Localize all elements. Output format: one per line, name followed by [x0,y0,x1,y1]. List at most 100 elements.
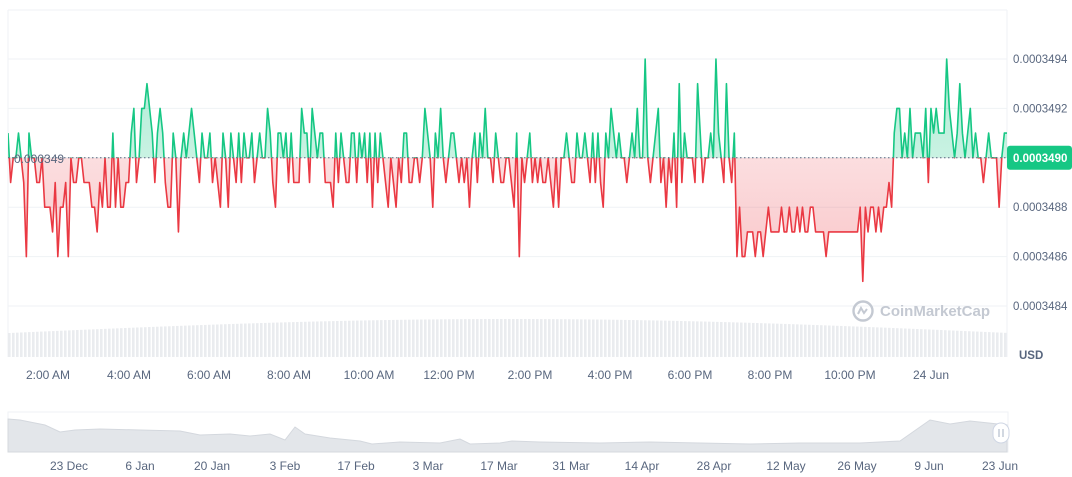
volume-bar [772,323,775,357]
volume-bar [836,325,839,357]
volume-bar [136,327,139,357]
price-area-below [9,157,1002,282]
x-tick-label: 4:00 AM [107,368,151,382]
volume-bar [696,321,699,357]
volume-bar [248,323,251,357]
range-tick-label: 23 Dec [50,459,88,473]
volume-bar [480,319,483,357]
volume-bar [760,323,763,357]
volume-bar [488,319,491,357]
volume-bar [264,322,267,357]
currency-label: USD [1019,350,1043,362]
volume-bar [180,325,183,357]
volume-bar [796,324,799,357]
volume-bar [952,330,955,357]
volume-bar [608,319,611,357]
volume-bar [296,321,299,357]
volume-bar [552,319,555,357]
volume-bar [888,327,891,357]
volume-bar [12,332,15,357]
volume-bar [368,320,371,357]
volume-bar [688,321,691,357]
volume-bar [684,321,687,357]
volume-bar [848,326,851,357]
volume-bar [108,328,111,357]
volume-bar [904,328,907,357]
volume-bar [240,323,243,357]
volume-bar [456,319,459,357]
volume-bar [544,319,547,357]
volume-bar [984,331,987,357]
range-navigator[interactable] [7,411,1010,453]
volume-bar [484,319,487,357]
volume-bar [448,319,451,357]
volume-bar [624,319,627,357]
volume-bar [324,321,327,357]
volume-bar [692,321,695,357]
volume-bar [604,319,607,357]
volume-bar [600,319,603,357]
volume-bar [32,331,35,357]
volume-bar [320,321,323,357]
x-tick-label: 2:00 AM [26,368,70,382]
volume-bar [152,326,155,357]
y-tick-label: 0.0003494 [1013,54,1068,66]
volume-bar [548,319,551,357]
y-tick-label: 0.0003492 [1013,103,1067,115]
range-tick-label: 12 May [766,459,805,473]
volume-bar [876,327,879,357]
volume-bar [816,325,819,357]
volume-bar [104,328,107,357]
volume-bar [460,319,463,357]
navigator-handle[interactable] [992,422,1010,444]
volume-bar [812,324,815,357]
volume-bar [88,329,91,357]
range-tick-label: 23 Jun [982,459,1018,473]
volume-bar [936,329,939,357]
volume-bar [940,330,943,357]
volume-bar [420,319,423,357]
volume-bar [744,322,747,357]
x-tick-label: 10:00 AM [344,368,395,382]
coinmarketcap-watermark: CoinMarketCap [852,300,990,322]
volume-bar [344,320,347,357]
volume-bar [512,319,515,357]
volume-bar [916,329,919,357]
volume-bar [116,328,119,357]
volume-bar [280,322,283,357]
volume-bar [528,319,531,357]
volume-bar [636,320,639,357]
volume-bar [84,329,87,357]
volume-bar [960,330,963,357]
volume-bar [896,328,899,357]
volume-bar [988,332,991,357]
range-tick-label: 3 Feb [270,459,301,473]
volume-bar [440,319,443,357]
volume-bar [932,329,935,357]
volume-bar [284,322,287,357]
volume-bar [388,319,391,357]
volume-bar [832,325,835,357]
volume-bar [56,330,59,357]
volume-bar [184,325,187,357]
volume-bar [920,329,923,357]
volume-bar [708,321,711,357]
volume-bar [408,319,411,357]
volume-bar [232,323,235,357]
volume-bar [620,319,623,357]
volume-bar [700,321,703,357]
coinmarketcap-logo-mark [857,305,868,315]
volume-bar [68,330,71,357]
volume-bar [372,320,375,357]
volume-bar [852,326,855,357]
volume-bar [672,320,675,357]
volume-bar [752,322,755,357]
volume-bar [132,327,135,357]
volume-bar [756,323,759,357]
volume-bar [452,319,455,357]
volume-bar [656,320,659,357]
volume-bar [188,325,191,357]
volume-bar [676,320,679,357]
volume-bar [100,329,103,357]
volume-bar [64,330,67,357]
